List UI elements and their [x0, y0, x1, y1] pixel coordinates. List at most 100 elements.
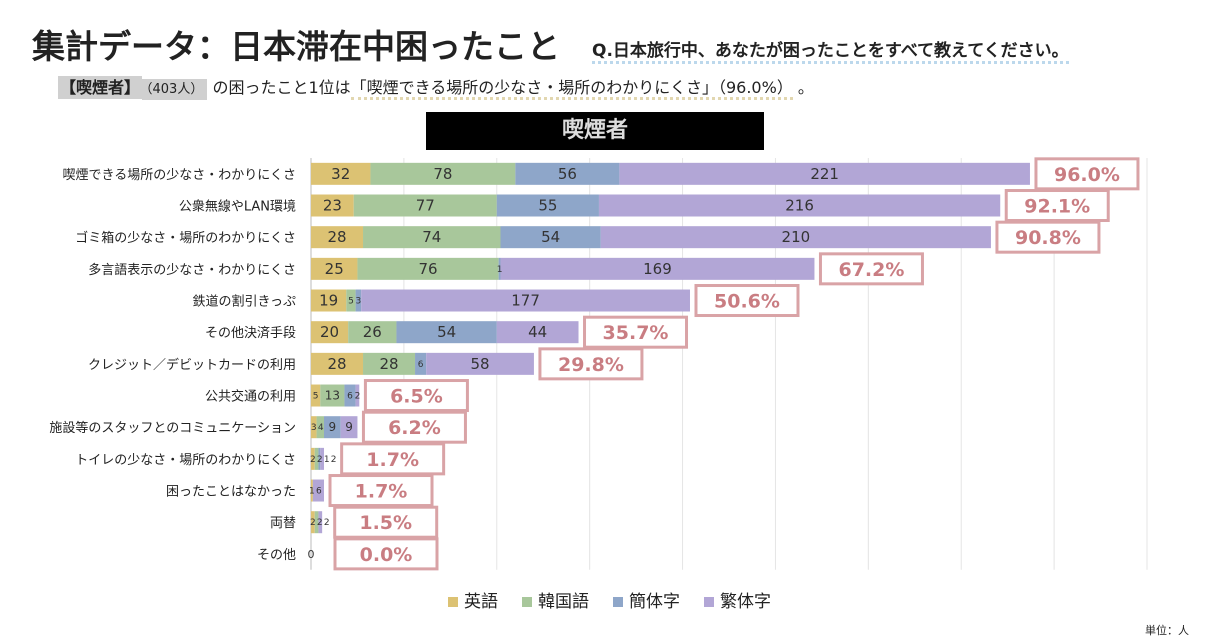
- percent-label: 1.7%: [366, 449, 419, 471]
- bar-segment: [311, 162, 371, 185]
- segment-label: 58: [471, 355, 490, 373]
- unit-label: 単位：人: [1145, 624, 1189, 637]
- percent-label: 90.8%: [1015, 227, 1081, 249]
- bar-segment: [500, 257, 815, 280]
- segment-label: 5: [313, 392, 319, 402]
- bar-segment: [311, 384, 321, 407]
- bar-segment: [496, 194, 599, 217]
- legend-item: 簡体字: [613, 587, 680, 612]
- percent-box: [995, 220, 1101, 254]
- bar-segment: [311, 479, 313, 502]
- bar-segment: [311, 511, 315, 534]
- percent-label: 35.7%: [603, 322, 669, 344]
- category-label: その他決済手段: [205, 325, 296, 341]
- bar-segment: [426, 352, 534, 375]
- segment-label: 55: [538, 197, 557, 215]
- bar-segment: [363, 352, 416, 375]
- legend-label: 英語: [464, 592, 498, 612]
- summary-tag: 【喫煙者】: [58, 76, 143, 99]
- percent-box: [818, 252, 924, 286]
- summary-end: 。: [797, 78, 814, 97]
- segment-label: 13: [325, 389, 340, 403]
- bar-segment: [318, 511, 323, 534]
- segment-label: 177: [511, 292, 540, 310]
- category-label: 公衆無線やLAN環境: [179, 199, 296, 215]
- percent-box: [361, 410, 467, 444]
- segment-label: 32: [331, 165, 350, 183]
- bar-segment: [340, 416, 358, 439]
- segment-label: 56: [558, 165, 577, 183]
- bar-segment: [619, 162, 1030, 185]
- segment-label: 77: [416, 197, 435, 215]
- bar-segment: [320, 447, 325, 470]
- segment-label: 28: [379, 355, 398, 373]
- bar-segment: [415, 352, 427, 375]
- legend-swatch: [522, 597, 532, 607]
- bar-segment: [314, 447, 319, 470]
- segment-label: 2: [331, 455, 337, 465]
- bar-segment: [316, 416, 325, 439]
- segment-label: 54: [541, 228, 560, 246]
- bar-segment: [344, 384, 356, 407]
- bar-segment: [311, 447, 315, 470]
- segment-label: 2: [310, 518, 316, 528]
- segment-label: 26: [363, 323, 382, 341]
- bar-segment: [311, 289, 347, 312]
- segment-label: 2: [355, 392, 361, 402]
- bar-segment: [355, 289, 362, 312]
- legend-swatch: [448, 597, 458, 607]
- segment-label: 28: [327, 228, 346, 246]
- bar-segment: [353, 194, 497, 217]
- percent-label: 92.1%: [1024, 196, 1090, 218]
- summary-count: （403人）: [142, 79, 208, 100]
- category-label: 喫煙できる場所の少なさ・わかりにくさ: [63, 168, 296, 183]
- survey-question: Q.日本旅行中、あなたが困ったことをすべて教えてください。: [592, 36, 1069, 64]
- segment-label: 4: [318, 423, 324, 433]
- segment-label: 6: [347, 392, 353, 402]
- category-label: 両替: [270, 516, 296, 531]
- bar-segment: [500, 226, 601, 249]
- segment-label: 54: [437, 323, 456, 341]
- zero-label: 0: [308, 548, 315, 561]
- segment-label: 1: [309, 487, 315, 497]
- bar-segment: [361, 289, 690, 312]
- segment-label: 216: [785, 197, 814, 215]
- bar-segment: [363, 226, 501, 249]
- percent-box: [538, 347, 644, 381]
- segment-label: 2: [317, 455, 323, 465]
- segment-label: 1: [324, 455, 330, 465]
- percent-box: [1004, 189, 1110, 223]
- category-label: 公共交通の利用: [205, 389, 296, 405]
- segment-label: 2: [310, 455, 316, 465]
- bar-segment: [600, 226, 991, 249]
- category-label: ゴミ箱の少なさ・場所のわかりにくさ: [75, 230, 296, 246]
- segment-label: 20: [320, 323, 339, 341]
- segment-label: 78: [433, 165, 452, 183]
- legend-swatch: [613, 597, 623, 607]
- bar-segment: [355, 384, 360, 407]
- legend-item: 韓国語: [522, 587, 589, 612]
- bar-segment: [311, 226, 364, 249]
- bar-segment: [312, 479, 325, 502]
- segment-label: 210: [782, 228, 811, 246]
- bar-segment: [318, 447, 321, 470]
- bar-segment: [346, 289, 356, 312]
- segment-label: 28: [327, 355, 346, 373]
- bar-segment: [311, 352, 364, 375]
- bar-segment: [324, 416, 341, 439]
- category-label: 困ったことはなかった: [166, 485, 296, 500]
- percent-label: 1.7%: [355, 481, 408, 503]
- bar-segment: [311, 194, 354, 217]
- percent-box: [1034, 157, 1140, 191]
- bar-segment: [370, 162, 516, 185]
- page-title: 集計データ：日本滞在中困ったこと: [32, 27, 560, 66]
- percent-box: [363, 379, 469, 413]
- chart-panel-title: 喫煙者: [426, 112, 764, 150]
- segment-label: 25: [325, 260, 344, 278]
- bar-segment: [311, 416, 317, 439]
- percent-label: 96.0%: [1054, 164, 1120, 186]
- legend-label: 簡体字: [629, 592, 680, 612]
- percent-label: 29.8%: [558, 354, 624, 376]
- bar-segment: [320, 384, 345, 407]
